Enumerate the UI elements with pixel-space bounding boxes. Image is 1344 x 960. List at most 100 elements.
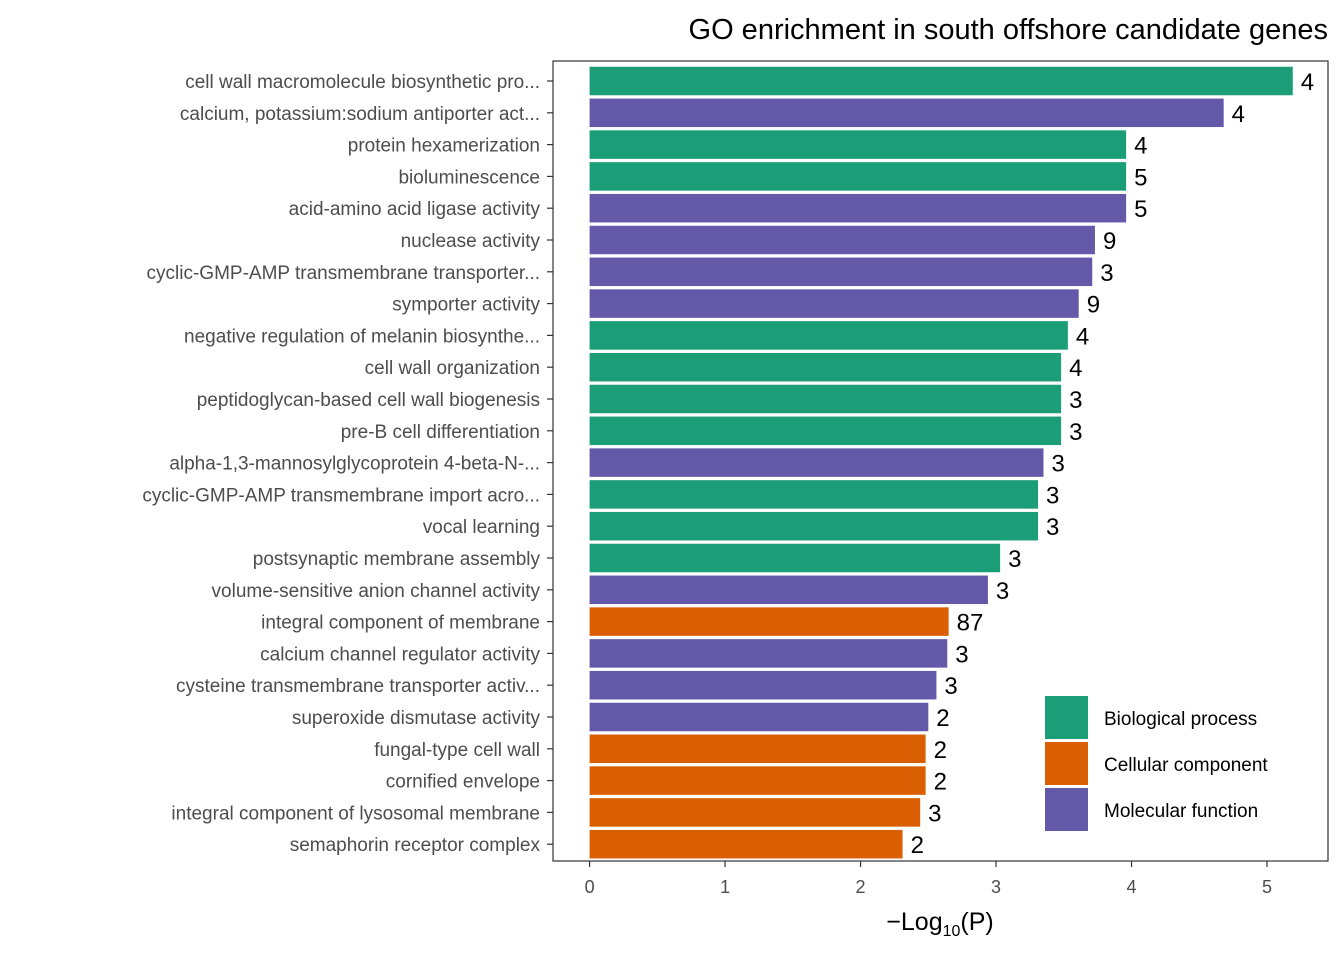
bar	[589, 416, 1062, 446]
bar	[589, 575, 988, 605]
bar	[589, 352, 1062, 382]
category-label: bioluminescence	[398, 167, 540, 188]
bar	[589, 798, 921, 827]
x-tick-label: 2	[856, 877, 866, 897]
category-label: integral component of membrane	[261, 613, 540, 634]
x-tick-label: 0	[585, 877, 595, 897]
category-label: vocal learning	[423, 517, 540, 538]
count-label: 3	[1069, 387, 1082, 414]
count-label: 2	[911, 832, 924, 859]
legend-swatch	[1045, 696, 1088, 739]
bar	[589, 480, 1039, 509]
y-axis-ticks	[547, 80, 553, 845]
category-labels: cell wall macromolecule biosynthetic pro…	[142, 72, 540, 856]
category-label: protein hexamerization	[348, 136, 540, 157]
category-label: cyclic-GMP-AMP transmembrane import acro…	[142, 485, 540, 506]
legend: Biological process Cellular component Mole…	[1045, 696, 1268, 831]
bar	[589, 98, 1224, 128]
count-label: 4	[1069, 355, 1082, 382]
x-axis: 0 1 2 3 4 5	[585, 861, 1272, 897]
count-label: 3	[1100, 260, 1113, 287]
category-label: postsynaptic membrane assembly	[253, 549, 541, 570]
x-axis-title-prefix: −Log	[886, 908, 942, 936]
category-label: calcium channel regulator activity	[260, 644, 540, 665]
legend-swatch	[1045, 788, 1088, 831]
count-label: 9	[1087, 292, 1100, 319]
bar	[589, 162, 1127, 191]
bar	[589, 607, 949, 636]
category-label: pre-B cell differentiation	[341, 422, 540, 443]
legend-label: Cellular component	[1104, 755, 1268, 776]
count-label: 2	[936, 705, 949, 732]
count-label: 3	[1046, 514, 1059, 541]
x-tick-label: 4	[1127, 877, 1137, 897]
bar	[589, 766, 926, 795]
category-label: acid-amino acid ligase activity	[289, 199, 541, 220]
bar	[589, 289, 1079, 318]
count-label: 2	[934, 737, 947, 764]
bar	[589, 321, 1068, 350]
category-label: symporter activity	[392, 295, 540, 316]
bar	[589, 543, 1001, 573]
bars-layer	[589, 66, 1293, 859]
count-label: 5	[1134, 196, 1147, 223]
category-label: volume-sensitive anion channel activity	[212, 581, 541, 602]
x-axis-title: −Log10(P)	[886, 908, 993, 940]
count-label: 3	[1051, 451, 1064, 478]
x-tick-label: 5	[1262, 877, 1272, 897]
count-label: 3	[1046, 482, 1059, 509]
category-label: peptidoglycan-based cell wall biogenesis	[197, 390, 540, 411]
category-label: cornified envelope	[386, 772, 540, 793]
bar	[589, 225, 1095, 255]
category-label: superoxide dismutase activity	[292, 708, 541, 729]
bar	[589, 448, 1044, 477]
category-label: calcium, potassium:sodium antiporter act…	[180, 104, 540, 125]
x-tick-label: 1	[720, 877, 730, 897]
x-axis-title-subscript: 10	[943, 923, 961, 940]
bar	[589, 734, 926, 764]
legend-label: Molecular function	[1104, 801, 1258, 822]
bar	[589, 130, 1127, 159]
bar	[589, 193, 1127, 223]
legend-swatch	[1045, 742, 1088, 785]
count-label: 87	[957, 610, 984, 637]
count-label: 3	[996, 578, 1009, 605]
count-label: 9	[1103, 228, 1116, 255]
count-label: 3	[944, 673, 957, 700]
count-label: 4	[1134, 133, 1147, 160]
bar	[589, 66, 1293, 96]
count-label: 3	[955, 641, 968, 668]
bar	[589, 670, 937, 700]
count-label: 4	[1301, 69, 1314, 96]
category-label: semaphorin receptor complex	[290, 835, 541, 856]
category-label: fungal-type cell wall	[374, 740, 540, 761]
count-label: 2	[934, 769, 947, 796]
count-label: 5	[1134, 164, 1147, 191]
category-label: cell wall macromolecule biosynthetic pro…	[185, 72, 540, 93]
count-label: 3	[928, 800, 941, 827]
category-label: cyclic-GMP-AMP transmembrane transporter…	[147, 263, 540, 284]
chart-title: GO enrichment in south offshore candidat…	[689, 14, 1328, 46]
count-label: 4	[1232, 101, 1245, 128]
bar	[589, 511, 1039, 541]
bar	[589, 384, 1062, 414]
plot-panel-border	[552, 60, 1329, 862]
x-tick-label: 3	[991, 877, 1001, 897]
bar	[589, 702, 929, 732]
category-label: cysteine transmembrane transporter activ…	[176, 676, 540, 697]
bar	[589, 829, 903, 859]
legend-label: Biological process	[1104, 709, 1257, 730]
category-label: nuclease activity	[401, 231, 541, 252]
x-axis-title-suffix: (P)	[960, 908, 993, 936]
bar	[589, 639, 948, 668]
category-label: alpha-1,3-mannosylglycoprotein 4-beta-N-…	[169, 454, 540, 475]
count-label: 3	[1008, 546, 1021, 573]
category-label: cell wall organization	[365, 358, 540, 379]
category-label: integral component of lysosomal membrane	[171, 803, 540, 824]
category-label: negative regulation of melanin biosynthe…	[184, 326, 540, 347]
bar	[589, 257, 1093, 287]
count-label: 4	[1076, 323, 1089, 350]
count-label: 3	[1069, 419, 1082, 446]
